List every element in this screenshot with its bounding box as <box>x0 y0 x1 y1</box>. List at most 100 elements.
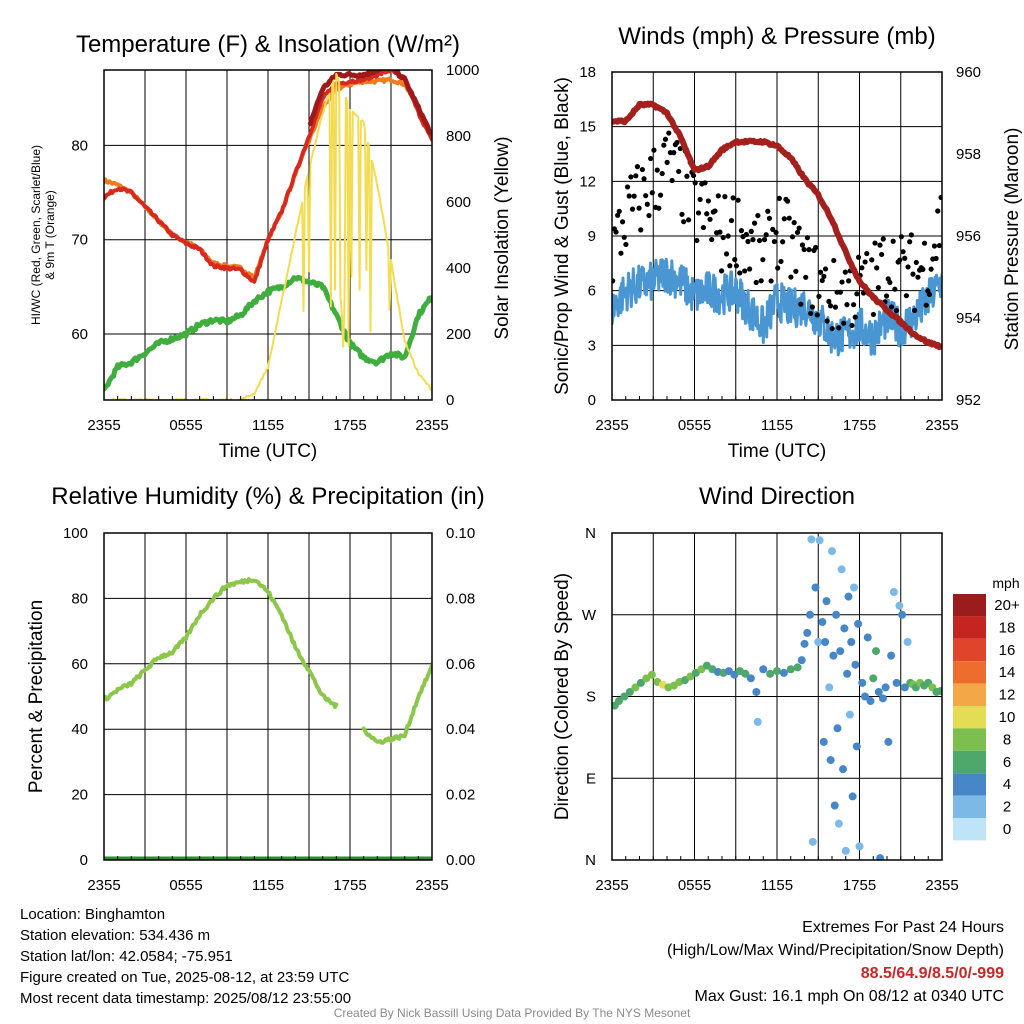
wind-direction-point <box>620 692 629 701</box>
gust-point <box>771 238 777 245</box>
wind-direction-point <box>850 583 858 592</box>
y-axis-label: Percent & Precipitation <box>26 600 47 793</box>
wind-direction-point <box>876 854 885 860</box>
y-axis-label: Direction (Colored By Speed) <box>552 573 573 820</box>
colorbar-swatch <box>953 795 986 818</box>
gust-point <box>900 249 906 255</box>
gust-point <box>837 289 843 295</box>
gust-point <box>615 212 621 218</box>
y2-tick-label: 600 <box>446 194 471 211</box>
y-tick-label: 70 <box>71 232 88 249</box>
gust-point <box>773 229 779 236</box>
gust-point <box>648 155 654 162</box>
y-tick-label: 18 <box>579 64 596 81</box>
wind-direction-point <box>848 792 857 801</box>
gust-point <box>883 293 890 299</box>
gust-point <box>887 279 893 286</box>
gust-point <box>912 307 918 313</box>
gust-point <box>641 176 647 182</box>
y-tick-label: 100 <box>63 525 88 542</box>
gust-point <box>725 233 731 239</box>
gust-point <box>928 266 934 272</box>
gust-point <box>728 217 735 224</box>
wind-direction-point <box>779 668 788 677</box>
gust-point <box>798 301 804 307</box>
wind-direction-point <box>874 687 883 696</box>
gust-point <box>864 250 870 257</box>
x-tick-label: 2355 <box>87 417 120 434</box>
wind-direction-point <box>844 592 853 601</box>
colorbar-level-label: 10 <box>999 709 1016 726</box>
gust-point <box>839 279 845 285</box>
colorbar-swatch <box>953 728 986 751</box>
gust-point <box>776 195 782 201</box>
gust-point <box>788 274 794 280</box>
gust-point <box>784 198 791 204</box>
gust-point <box>893 307 900 314</box>
gust-point <box>880 236 886 242</box>
gust-point <box>649 190 655 196</box>
gust-point <box>636 205 642 211</box>
wind-direction-point <box>900 683 909 692</box>
wind-direction-point <box>898 610 907 619</box>
gust-point <box>643 193 649 199</box>
y2-tick-label: 954 <box>956 310 981 327</box>
wind-direction-point <box>878 694 887 703</box>
gust-point <box>879 251 885 258</box>
wind-direction-point <box>826 756 835 765</box>
x-tick-label: 0555 <box>678 417 711 434</box>
plot-area-3 <box>612 535 942 860</box>
y2-tick-label: 0.00 <box>446 852 475 869</box>
wind-direction-point <box>815 536 824 545</box>
credit-text: Created By Nick Bassill Using Data Provi… <box>333 1006 691 1020</box>
gust-point <box>915 274 921 280</box>
wind-direction-point <box>773 667 781 676</box>
y2-tick-label: 0.10 <box>446 525 475 542</box>
gust-point <box>826 298 832 305</box>
gust-point <box>619 219 626 225</box>
gust-point <box>910 271 916 277</box>
gust-point <box>666 130 672 136</box>
gust-point <box>855 254 862 260</box>
wind-direction-point <box>808 837 817 846</box>
wind-direction-point <box>881 683 890 692</box>
wind-direction-point <box>825 683 834 692</box>
gust-point <box>676 168 682 175</box>
location-text: Location: Binghamton <box>20 906 166 923</box>
gust-point <box>742 268 748 274</box>
colorbar-level-label: 0 <box>1003 821 1011 838</box>
gust-point <box>832 304 839 310</box>
y2-tick-label: 0.04 <box>446 721 475 738</box>
wind-direction-point <box>866 697 875 706</box>
y2-tick-label: 1000 <box>446 62 479 79</box>
gust-point <box>758 278 764 284</box>
gust-point <box>902 255 908 261</box>
wind-direction-point <box>793 663 802 672</box>
extremes-values: 88.5/64.9/8.5/0/-999 <box>860 965 1004 982</box>
gust-point <box>768 278 774 284</box>
wind-direction-point <box>631 683 640 692</box>
gust-point <box>836 325 842 331</box>
gust-point <box>677 145 683 152</box>
y-tick-label: 20 <box>71 787 88 804</box>
wind-direction-point <box>830 801 839 810</box>
gust-point <box>669 177 675 184</box>
wind-direction-point <box>832 610 841 619</box>
y2-tick-label: 400 <box>446 260 471 277</box>
gust-point <box>844 302 850 308</box>
gust-point <box>813 244 819 251</box>
gust-point <box>897 257 903 263</box>
chart-title-1: Winds (mph) & Pressure (mb) <box>618 23 935 50</box>
gust-point <box>770 226 776 233</box>
wind-direction-point <box>839 765 847 774</box>
gust-point <box>850 302 857 308</box>
y2-tick-label: 800 <box>446 128 471 145</box>
wind-direction-point <box>851 660 860 669</box>
wind-direction-point <box>614 697 623 706</box>
gust-point <box>821 273 827 279</box>
y-tick-label: S <box>586 689 596 706</box>
wind-direction-point <box>840 624 849 633</box>
x-axis-label: Time (UTC) <box>219 441 318 462</box>
gust-point <box>920 266 926 272</box>
gust-point <box>624 184 631 190</box>
